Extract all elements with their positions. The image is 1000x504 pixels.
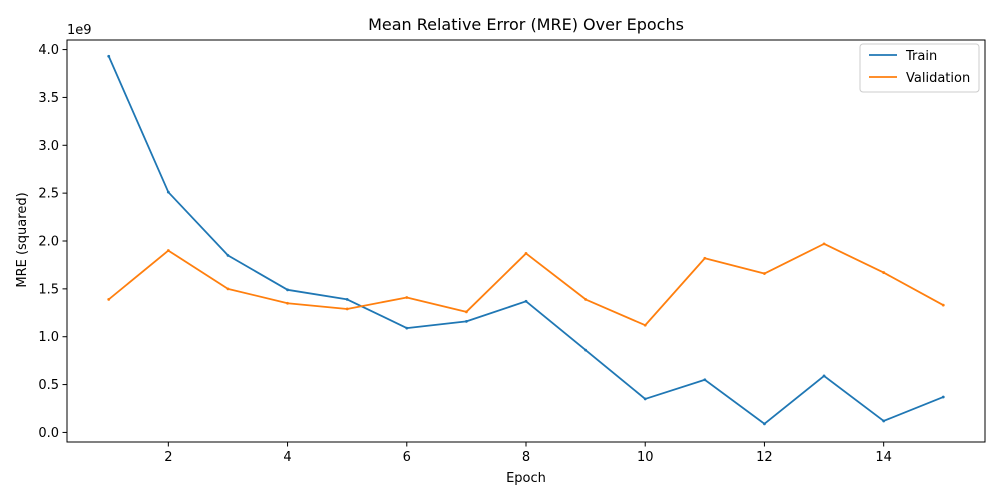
data-point-validation	[941, 303, 945, 307]
data-point-train	[524, 299, 528, 303]
data-point-train	[763, 422, 766, 426]
data-point-validation	[107, 297, 111, 301]
data-point-validation	[643, 323, 647, 327]
chart-title: Mean Relative Error (MRE) Over Epochs	[368, 15, 684, 34]
data-point-validation	[763, 272, 766, 275]
y-axis-label: MRE (squared)	[15, 192, 30, 287]
y-tick-label: 1.5	[38, 282, 59, 297]
data-point-train	[464, 320, 468, 323]
data-point-validation	[226, 287, 230, 291]
y-tick-label: 4.0	[38, 43, 59, 58]
data-point-train	[286, 288, 289, 292]
data-point-validation	[345, 307, 349, 311]
x-tick-label: 12	[756, 450, 773, 465]
data-point-train	[822, 374, 826, 378]
x-tick-label: 6	[403, 450, 411, 465]
data-point-validation	[703, 256, 707, 260]
y-tick-label: 2.0	[38, 235, 59, 250]
data-point-validation	[882, 271, 886, 274]
data-point-train	[166, 190, 170, 194]
data-point-validation	[166, 249, 170, 252]
y-tick-label: 3.0	[38, 139, 59, 154]
data-point-train	[226, 253, 230, 257]
data-point-train	[643, 397, 647, 401]
data-point-validation	[524, 252, 528, 255]
data-point-train	[703, 378, 707, 382]
x-tick-label: 4	[283, 450, 291, 465]
data-point-train	[584, 348, 588, 352]
data-point-validation	[584, 297, 588, 301]
legend-label-train: Train	[905, 49, 937, 64]
y-tick-label: 1.0	[38, 330, 59, 345]
data-point-validation	[822, 242, 826, 246]
data-point-train	[107, 54, 111, 58]
x-tick-label: 10	[637, 450, 654, 465]
data-point-train	[345, 297, 349, 301]
legend-box	[859, 43, 980, 93]
y-offset-label: 1e9	[67, 23, 92, 38]
legend-label-validation: Validation	[906, 71, 970, 86]
data-point-validation	[405, 296, 409, 299]
data-point-train	[882, 419, 886, 423]
y-tick-label: 2.5	[38, 187, 59, 202]
legend: Train Validation	[859, 43, 980, 93]
x-tick-label: 14	[875, 450, 892, 465]
x-axis-label: Epoch	[506, 471, 546, 486]
y-tick-label: 0.5	[38, 378, 59, 393]
axes: 2 4 6 8 10 12 14 0.0 0.5 1.0 1.5 2.0 2.5 3.0 3.5 4.0	[38, 39, 986, 465]
data-point-validation	[464, 310, 468, 314]
data-point-train	[405, 326, 409, 330]
series-line-train	[107, 55, 945, 425]
series-line-validation	[107, 242, 945, 327]
y-tick-label: 0.0	[38, 426, 59, 441]
data-point-train	[941, 395, 945, 399]
x-tick-label: 8	[522, 450, 530, 465]
x-tick-label: 2	[164, 450, 172, 465]
data-point-validation	[286, 301, 289, 305]
plot-frame	[66, 39, 986, 443]
y-tick-label: 3.5	[38, 91, 59, 106]
plot-layer	[107, 54, 945, 426]
